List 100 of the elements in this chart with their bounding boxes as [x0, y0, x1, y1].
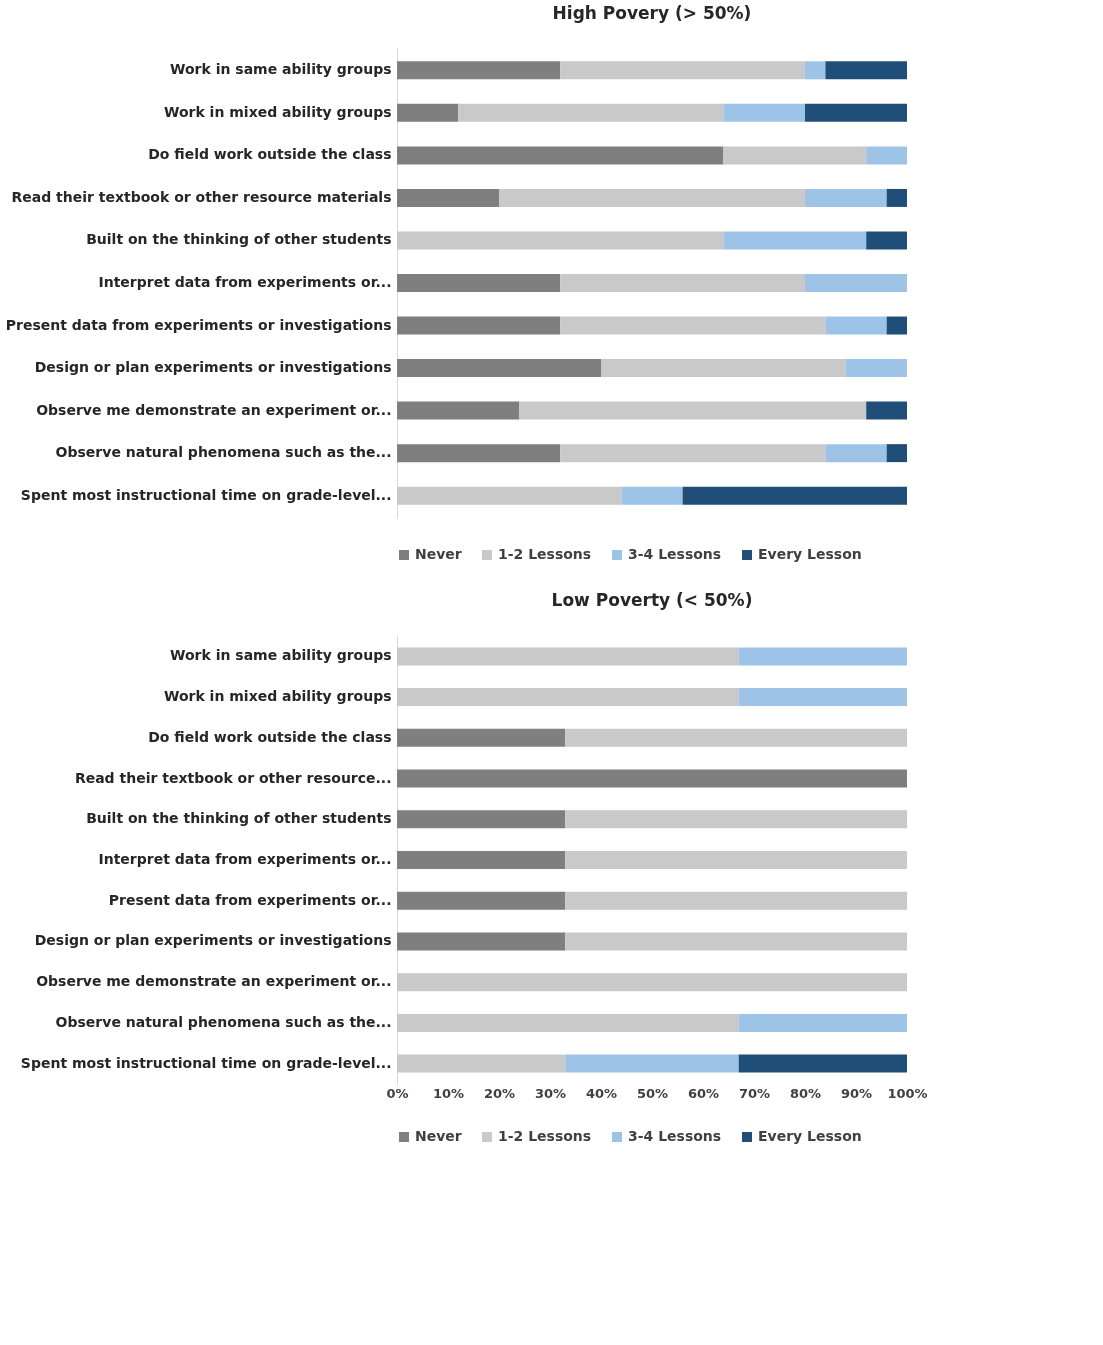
x-tick-label: 0% [386, 1085, 409, 1101]
bar [886, 188, 907, 207]
y-tick-label: Do field work outside the class [148, 728, 392, 745]
y-tick-label: Work in mixed ability groups [163, 103, 392, 120]
y-tick-label: Work in mixed ability groups [163, 688, 392, 705]
legend-label: Never [415, 546, 462, 562]
bar [723, 103, 805, 122]
bar [397, 359, 601, 378]
bar [825, 61, 907, 80]
y-tick-label: Interpret data from experiments or... [98, 851, 392, 867]
bar [738, 688, 907, 707]
bar [723, 146, 867, 165]
chart-title: Low Poverty (< 50%) [551, 590, 753, 610]
x-tick-label: 10% [432, 1085, 465, 1101]
x-tick-label: 70% [738, 1085, 771, 1101]
bar [866, 231, 907, 250]
y-tick-label: Read their textbook or other resource... [74, 769, 392, 786]
bar [805, 61, 826, 80]
y-tick-label: Interpret data from experiments or... [98, 274, 392, 290]
bar [397, 316, 561, 335]
bar [499, 188, 805, 207]
bar [397, 146, 724, 165]
bar [397, 851, 566, 869]
y-tick-label: Observe me demonstrate an experiment or... [36, 973, 392, 990]
bar [458, 103, 724, 122]
bar [738, 1054, 907, 1073]
bar [397, 810, 566, 829]
bar [560, 316, 826, 335]
y-tick-label: Observe me demonstrate an experiment or... [36, 401, 392, 418]
chart-title: High Povery (> 50%) [552, 3, 752, 23]
x-tick-label: 100% [887, 1085, 928, 1101]
x-tick-label: 20% [483, 1085, 516, 1101]
y-tick-label: Spent most instructional time on grade-level... [20, 486, 392, 503]
bar [397, 274, 561, 292]
bar [397, 231, 724, 250]
legend-label: 1-2 Lessons [498, 546, 592, 562]
y-tick-label: Design or plan experiments or investigations [34, 932, 392, 949]
bar [397, 1013, 739, 1032]
bar [565, 728, 907, 747]
bar [397, 769, 907, 788]
bar [397, 401, 520, 420]
bar [519, 401, 867, 420]
bar [397, 188, 499, 207]
bar [397, 61, 561, 80]
bar [397, 444, 561, 463]
y-tick-label: Built on the thinking of other students [86, 810, 392, 827]
bar [805, 103, 907, 122]
y-tick-label: Do field work outside the class [148, 146, 392, 163]
bar [565, 891, 907, 910]
bar [723, 231, 867, 250]
y-tick-label: Work in same ability groups [170, 647, 392, 664]
x-tick-label: 30% [534, 1085, 567, 1101]
bar [601, 359, 846, 378]
bar [825, 316, 887, 335]
legend-label: 1-2 Lessons [498, 1128, 592, 1144]
bar [397, 486, 622, 505]
y-tick-label: Present data from experiments or... [108, 891, 392, 908]
y-tick-label: Work in same ability groups [170, 61, 392, 78]
y-tick-label: Read their textbook or other resource materials [11, 188, 392, 205]
bar [397, 688, 739, 707]
bar [560, 274, 805, 292]
bar [560, 61, 805, 80]
bar [397, 728, 566, 747]
legend-label: 3-4 Lessons [628, 1128, 722, 1144]
bar [397, 647, 739, 666]
bar [866, 401, 907, 420]
bar [886, 444, 907, 463]
legend-label: Every Lesson [758, 1128, 862, 1144]
bar [565, 932, 907, 951]
y-tick-label: Built on the thinking of other students [86, 231, 392, 248]
bar [825, 444, 887, 463]
bar [565, 1054, 739, 1073]
y-tick-label: Observe natural phenomena such as the... [55, 444, 392, 461]
legend-label: 3-4 Lessons [628, 546, 722, 562]
x-tick-label: 80% [789, 1085, 822, 1101]
bar [805, 274, 907, 292]
x-tick-label: 60% [687, 1085, 720, 1101]
bar [565, 851, 907, 869]
y-tick-label: Design or plan experiments or investigations [34, 359, 392, 376]
bar [560, 444, 826, 463]
bar [682, 486, 907, 505]
bar [397, 973, 907, 992]
bar [621, 486, 683, 505]
x-tick-label: 90% [840, 1085, 873, 1101]
legend-label: Every Lesson [758, 546, 862, 562]
bar [397, 1054, 566, 1073]
bar [738, 1013, 907, 1032]
bar [565, 810, 907, 829]
x-tick-label: 40% [585, 1085, 618, 1101]
bar [886, 316, 907, 335]
bar [397, 932, 566, 951]
y-tick-label: Observe natural phenomena such as the... [55, 1013, 392, 1030]
x-tick-label: 50% [636, 1085, 669, 1101]
bar [866, 146, 907, 165]
bar [397, 891, 566, 910]
bar [397, 103, 459, 122]
bar [738, 647, 907, 666]
y-tick-label: Present data from experiments or investigations [5, 316, 392, 333]
bar [845, 359, 907, 378]
bar [805, 188, 887, 207]
